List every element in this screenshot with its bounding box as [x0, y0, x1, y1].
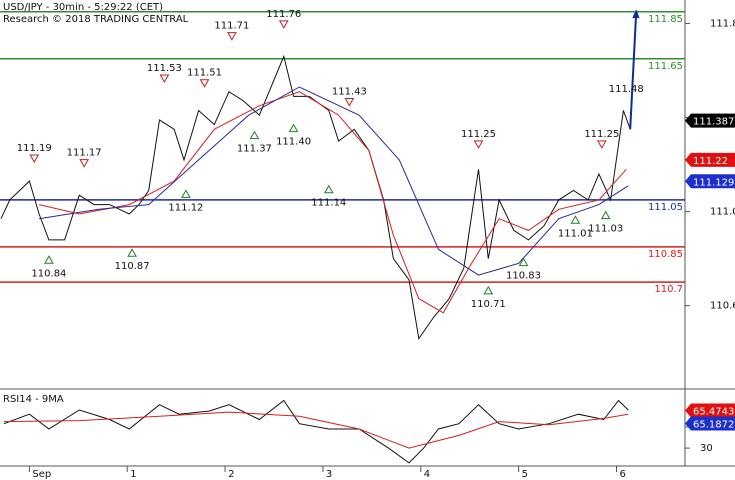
- low-label: 111.03: [588, 224, 623, 235]
- low-label: 110.84: [31, 268, 66, 279]
- high-label: 111.43: [332, 87, 367, 98]
- x-tick-label: 2: [228, 469, 234, 480]
- low-label: 111.14: [311, 198, 346, 209]
- rsi-title: RSI14 - 9MA: [3, 394, 64, 405]
- high-label: 111.25: [584, 129, 619, 140]
- high-label: 111.25: [461, 129, 496, 140]
- y-tick-label: 111.0: [710, 207, 735, 218]
- level-label: 111.85: [648, 14, 683, 25]
- low-marker: [323, 184, 334, 194]
- level-label: 111.65: [648, 61, 683, 72]
- low-marker: [518, 257, 529, 267]
- price-tag: [685, 152, 735, 167]
- low-marker: [483, 285, 494, 295]
- low-marker: [127, 248, 137, 257]
- high-marker: [199, 79, 210, 88]
- low-marker: [249, 130, 260, 140]
- high-label: 111.71: [214, 21, 249, 32]
- low-label: 111.01: [558, 228, 593, 239]
- low-marker: [181, 189, 191, 198]
- high-label: 111.53: [147, 63, 182, 74]
- high-marker: [159, 74, 170, 84]
- series-line: [3, 411, 629, 449]
- price-tag: [685, 416, 735, 431]
- x-tick-label: Sep: [32, 469, 51, 480]
- price-tag-label: 111.22: [693, 156, 728, 167]
- high-marker: [29, 154, 40, 163]
- high-label: 111.19: [17, 143, 52, 154]
- low-label: 110.87: [115, 261, 150, 272]
- low-marker: [570, 215, 581, 224]
- series-line: [38, 91, 627, 314]
- price-tag-label: 111.387: [693, 117, 734, 128]
- low-label: 111.40: [276, 137, 311, 148]
- high-marker: [227, 32, 237, 41]
- low-marker: [600, 210, 611, 220]
- note-label: 111.48: [609, 84, 644, 95]
- forecast-arrow: [629, 14, 636, 130]
- level-label: 110.7: [654, 284, 683, 295]
- price-tag: [685, 403, 735, 418]
- x-tick-label: 1: [130, 469, 136, 480]
- x-tick-label: 5: [522, 469, 528, 480]
- price-tag: [685, 113, 735, 128]
- price-tag-label: 65.4743: [693, 407, 734, 418]
- price-tag-label: 111.129: [693, 177, 734, 188]
- high-label: 111.51: [187, 68, 222, 79]
- level-label: 111.05: [648, 202, 683, 213]
- y-tick-label: 110.6: [710, 301, 735, 312]
- chart-subtitle: Research © 2018 TRADING CENTRAL: [3, 14, 189, 25]
- low-label: 110.71: [471, 299, 506, 310]
- high-marker: [278, 20, 289, 29]
- high-marker: [596, 140, 607, 149]
- x-tick-label: 6: [620, 469, 626, 480]
- price-tag: [685, 174, 735, 189]
- low-label: 111.12: [168, 202, 203, 213]
- price-tag-label: 65.1872: [693, 420, 734, 431]
- high-marker: [344, 98, 355, 107]
- high-marker: [473, 140, 484, 149]
- low-marker: [44, 255, 54, 264]
- y-tick-label: 30: [700, 443, 713, 454]
- y-tick-label: 111.8: [710, 19, 735, 30]
- x-tick-label: 3: [326, 469, 332, 480]
- series-line: [39, 86, 629, 276]
- low-label: 111.37: [237, 144, 272, 155]
- low-marker: [288, 123, 299, 133]
- series-line: [3, 399, 629, 464]
- high-label: 111.17: [67, 148, 102, 159]
- high-label: 111.76: [266, 9, 301, 20]
- low-label: 110.83: [506, 271, 541, 282]
- x-tick-label: 4: [424, 469, 430, 480]
- chart-title: USD/JPY - 30min - 5:29:22 (CET): [3, 2, 163, 13]
- level-label: 110.85: [648, 249, 683, 260]
- high-marker: [79, 159, 90, 168]
